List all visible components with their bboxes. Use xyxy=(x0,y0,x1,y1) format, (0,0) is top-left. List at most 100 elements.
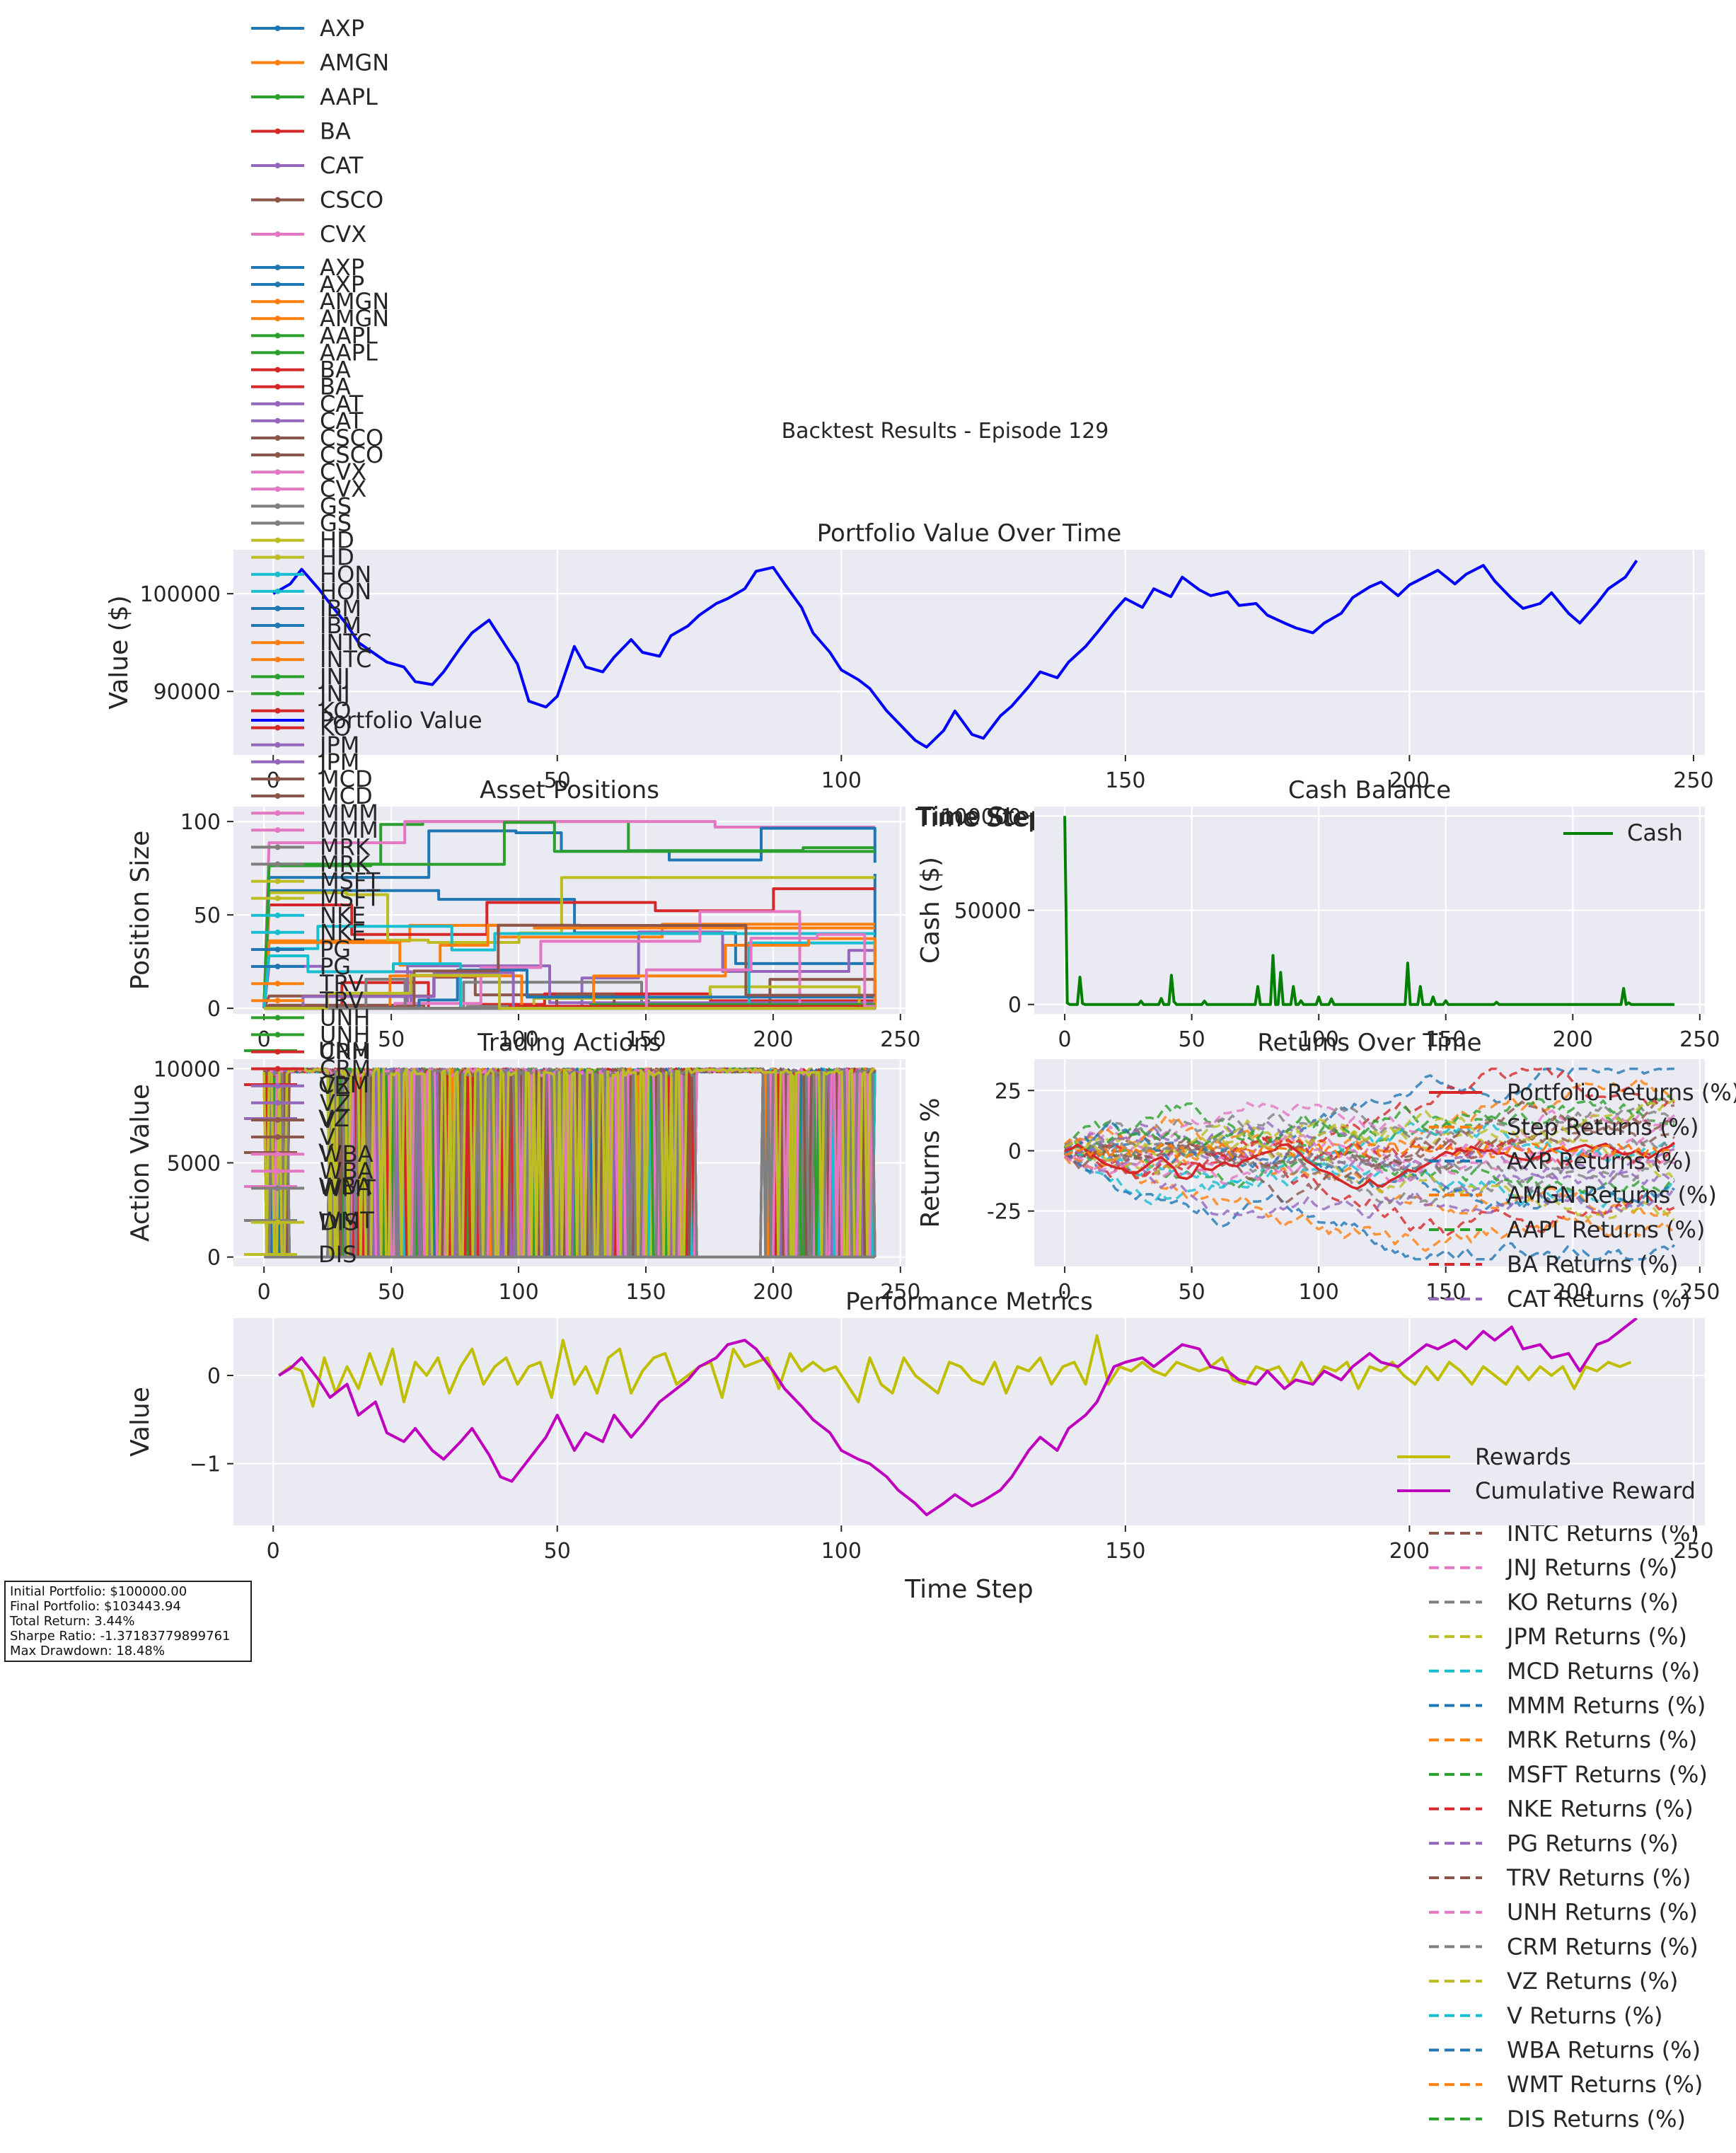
cash-xtick-label: 250 xyxy=(1679,1027,1720,1052)
legend-marker xyxy=(274,1168,281,1174)
portfolio-xtick-label: 250 xyxy=(1673,768,1713,793)
positions-ytick-label: 100 xyxy=(180,810,221,835)
portfolio-xlabel: Time Step xyxy=(915,804,1044,833)
portfolio-returns-line xyxy=(1064,1141,1675,1190)
position-line-axp xyxy=(262,874,876,1009)
legend-marker xyxy=(274,1032,281,1038)
legend-label-nke: NKE xyxy=(320,902,366,929)
portfolio-plot-area xyxy=(233,550,1705,755)
legend-label-cvx: CVX xyxy=(320,458,366,485)
legend-label-amgn: AMGN xyxy=(320,50,389,76)
returns-line-jnj xyxy=(1063,1145,1675,1194)
metrics-xtick-label: 200 xyxy=(1389,1539,1430,1564)
legend-marker xyxy=(274,912,281,918)
legend-marker xyxy=(274,947,281,952)
positions-xtick-label: 0 xyxy=(257,1027,271,1052)
legend-label-ko: KO xyxy=(320,698,351,725)
portfolio-legend-label: Portfolio Value xyxy=(320,707,482,734)
stat-max-drawdown: Max Drawdown: 18.48% xyxy=(10,1644,165,1658)
position-line-ba xyxy=(262,887,875,1009)
legend-label-jnj: JNJ xyxy=(318,680,350,707)
returns-legend-label: CAT Returns (%) xyxy=(1507,1286,1691,1312)
position-line-jnj xyxy=(262,821,875,1009)
returns-legend-label: AAPL Returns (%) xyxy=(1507,1216,1705,1243)
returns-xtick-label: 100 xyxy=(1299,1280,1339,1305)
stat-final-portfolio: Final Portfolio: $103443.94 xyxy=(10,1599,181,1614)
cash-xtick-label: 0 xyxy=(1058,1027,1072,1052)
legend-label-amgn: AMGN xyxy=(320,305,389,332)
returns-xtick-label: 200 xyxy=(1553,1280,1593,1305)
legend-label-hon: HON xyxy=(320,578,371,605)
returns-legend-label: MMM Returns (%) xyxy=(1507,1692,1706,1719)
legend-marker xyxy=(274,929,281,935)
portfolio-ytick-label: 100000 xyxy=(139,582,221,607)
portfolio-ytick-label: 90000 xyxy=(154,680,221,705)
legend-label-mcd: MCD xyxy=(320,766,373,792)
legend-label-mmm: MMM xyxy=(320,816,378,843)
legend-marker xyxy=(274,981,281,987)
legend-marker xyxy=(274,571,281,577)
legend-marker xyxy=(274,725,281,731)
returns-legend-label: WBA Returns (%) xyxy=(1507,2037,1701,2064)
legend-label-nke: NKE xyxy=(320,919,366,946)
legend-label-msft: MSFT xyxy=(320,868,381,895)
returns-legend-label: PG Returns (%) xyxy=(1507,1830,1679,1857)
legend-label-trv: TRV xyxy=(319,970,364,997)
actions-xtick-label: 50 xyxy=(378,1280,405,1305)
legend-label-wmt: WMT xyxy=(320,1174,376,1201)
legend-marker xyxy=(274,400,281,407)
legend-label-mcd: MCD xyxy=(320,783,373,809)
legend-marker xyxy=(274,640,281,646)
legend-marker xyxy=(274,1185,281,1191)
legend-label-ibm: IBM xyxy=(320,595,361,622)
cash-xtick-label: 50 xyxy=(1179,1027,1205,1052)
legend-marker xyxy=(274,657,281,663)
stat-sharpe-ratio: Sharpe Ratio: -1.37183779899761 xyxy=(10,1629,231,1644)
returns-legend-label: BA Returns (%) xyxy=(1507,1251,1678,1278)
metrics-ytick-label: −1 xyxy=(190,1453,221,1477)
returns-line-ba xyxy=(1063,1067,1675,1164)
actions-legend-label: CRM xyxy=(318,1071,369,1098)
positions-ytick-label: 50 xyxy=(194,904,221,928)
positions-ytick-label: 0 xyxy=(207,997,221,1022)
legend-marker xyxy=(274,316,281,322)
returns-legend-label: KO Returns (%) xyxy=(1507,1588,1679,1615)
legend-label-axp: AXP xyxy=(320,271,364,298)
legend-label-wba: WBA xyxy=(320,1158,374,1184)
legend-marker xyxy=(274,435,281,441)
actions-xtick-label: 150 xyxy=(625,1280,666,1305)
legend-marker xyxy=(274,1066,281,1072)
legend-marker xyxy=(274,606,281,611)
legend-label-wba: WBA xyxy=(320,1141,374,1167)
legend-marker xyxy=(274,350,281,356)
legend-label-v: V xyxy=(320,1124,335,1150)
legend-label-v: V xyxy=(320,1107,335,1133)
returns-legend-label: AMGN Returns (%) xyxy=(1507,1182,1717,1208)
legend-marker xyxy=(274,895,281,901)
performance-metrics-chart: 0 50 100 150 200 250 −1 0 Performance Metrics Val… xyxy=(126,1288,1714,1604)
positions-title: Asset Positions xyxy=(480,776,659,804)
returns-ytick-label: 0 xyxy=(1008,1139,1022,1164)
legend-marker xyxy=(274,25,281,31)
metrics-title: Performance Metrics xyxy=(845,1288,1093,1316)
returns-legend-label: UNH Returns (%) xyxy=(1507,1899,1698,1926)
legend-marker xyxy=(274,417,281,424)
legend-label-pg: PG xyxy=(320,953,351,980)
legend-marker xyxy=(274,878,281,884)
actions-legend-label: VZ xyxy=(318,1105,349,1132)
legend-label-amgn: AMGN xyxy=(320,288,389,315)
legend-marker xyxy=(274,1015,281,1021)
actions-legend-label: V xyxy=(318,1139,334,1166)
actions-legend-label: DIS xyxy=(318,1241,357,1268)
returns-line-hon xyxy=(1064,1151,1676,1208)
legend-label-axp: AXP xyxy=(320,15,364,42)
legend-marker xyxy=(274,1083,281,1089)
portfolio-xtick-label: 100 xyxy=(821,768,862,793)
returns-legend-label: CRM Returns (%) xyxy=(1507,1933,1699,1960)
legend-label-cat: CAT xyxy=(320,391,364,417)
returns-legend-label: NKE Returns (%) xyxy=(1507,1796,1694,1823)
legend-marker xyxy=(274,282,281,287)
returns-legend-label: AXP Returns (%) xyxy=(1507,1148,1692,1174)
portfolio-xtick-label: 0 xyxy=(267,768,280,793)
returns-legend-label: MRK Returns (%) xyxy=(1507,1726,1697,1753)
